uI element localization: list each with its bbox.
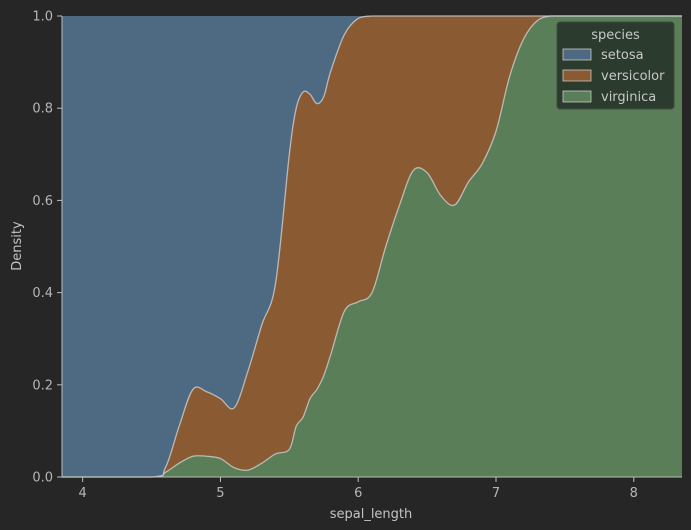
legend-label-virginica: virginica: [601, 90, 656, 105]
y-tick-label-3: 0.6: [32, 194, 53, 209]
legend-swatch-versicolor: [562, 69, 592, 82]
legend: species setosa versicolor virginica: [556, 21, 675, 110]
y-tick-label-0: 0.0: [32, 471, 53, 486]
y-axis-label: Density: [10, 221, 25, 271]
x-tick-label-8: 8: [630, 486, 638, 501]
legend-title: species: [591, 28, 640, 43]
boundary-versicolor: [62, 15, 682, 478]
y-tick-label-4: 0.8: [32, 102, 53, 117]
x-tick-label-6: 6: [354, 486, 362, 501]
x-tick-label-5: 5: [216, 486, 224, 501]
legend-frame: [556, 21, 675, 110]
area-setosa: [62, 16, 682, 477]
x-tick-label-7: 7: [492, 486, 500, 501]
y-tick-label-5: 1.0: [32, 10, 53, 25]
legend-swatch-setosa: [562, 48, 592, 61]
y-tick-label-2: 0.4: [32, 286, 53, 301]
legend-items: setosa versicolor virginica: [562, 48, 665, 105]
area-versicolor: [62, 16, 682, 477]
x-axis-label: sepal_length: [330, 507, 413, 522]
legend-label-setosa: setosa: [601, 48, 644, 63]
legend-swatch-virginica: [562, 90, 592, 103]
axes: 4 5 6 7 8 0.0 0.2 0.4 0.6 0.8 1.0: [32, 10, 682, 501]
y-tick-label-1: 0.2: [32, 378, 53, 393]
legend-label-versicolor: versicolor: [601, 69, 665, 84]
x-tick-label-4: 4: [79, 486, 87, 501]
area-virginica: [62, 16, 682, 477]
boundary-virginica: [62, 15, 682, 478]
